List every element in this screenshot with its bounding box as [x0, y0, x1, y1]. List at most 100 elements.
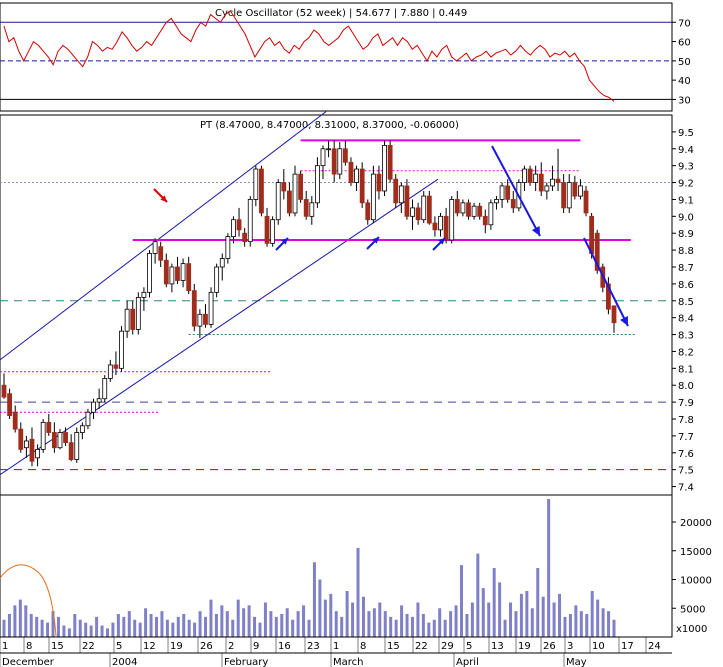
volume-bar [421, 614, 425, 637]
price-candle [303, 191, 309, 220]
price-candle [410, 199, 415, 230]
x-day-label: 15 [51, 641, 64, 652]
x-axis: 1 8 15 22 5 12 19 26 2 9 16 23 1 8 15 22 29 5 13 19 26 3 10 17 2… [0, 636, 672, 667]
price-tick-label: 9.0 [678, 212, 694, 223]
volume-bars [2, 499, 616, 637]
x-day-label: 1 [2, 641, 8, 652]
price-candle [538, 162, 544, 197]
price-tick-label: 7.6 [678, 449, 694, 460]
volume-tick-label: 15000 [680, 547, 712, 558]
volume-bar [182, 614, 186, 637]
volume-bar [253, 616, 257, 637]
candle-body [242, 232, 248, 243]
candle-body [163, 259, 169, 285]
price-candle [561, 174, 567, 213]
price-candle [331, 140, 337, 183]
candle-body [382, 144, 387, 192]
candle-body [410, 207, 415, 217]
price-tick-label: 8.0 [678, 381, 694, 392]
candle-body [320, 148, 326, 167]
candle-body [533, 173, 539, 183]
candle-body [63, 432, 68, 444]
volume-bar [590, 591, 594, 637]
volume-bar [193, 622, 197, 637]
oscillator-series [3, 9, 615, 102]
volume-bar [291, 619, 295, 637]
candle-body [561, 182, 567, 209]
price-annotations [0, 111, 637, 476]
price-candle [281, 169, 287, 200]
volume-bar [509, 602, 513, 637]
candle-body [326, 148, 331, 151]
candle-body [555, 178, 561, 183]
volume-bar [612, 619, 616, 637]
volume-bar [443, 619, 447, 637]
price-candle [415, 202, 421, 225]
red-arrow-icon [153, 188, 168, 203]
candle-body [130, 308, 136, 330]
price-candle [180, 258, 186, 288]
candle-body [23, 440, 29, 449]
candle-body [141, 291, 147, 298]
volume-bar [351, 602, 355, 637]
candle-body [259, 168, 264, 214]
x-day-label: 10 [592, 641, 605, 652]
price-arrows [153, 145, 629, 327]
price-candle [57, 429, 63, 450]
volume-bar [220, 605, 224, 637]
price-tick-label: 8.8 [678, 246, 694, 257]
volume-bar [296, 611, 300, 637]
x-month-label: March [333, 657, 363, 667]
price-candle [443, 207, 449, 244]
price-candle [79, 422, 85, 440]
candle-body [510, 199, 516, 209]
volume-bar [89, 625, 93, 637]
candle-body [119, 330, 124, 369]
price-candle [606, 277, 611, 315]
candle-body [471, 205, 477, 217]
candle-body [96, 398, 102, 403]
price-tick-label: 7.5 [678, 466, 694, 477]
candle-body [387, 144, 393, 180]
volume-bar [307, 619, 311, 637]
x-day-label: 5 [116, 641, 122, 652]
price-tick-label: 9.4 [678, 145, 694, 156]
volume-bar [525, 591, 529, 637]
volume-bar [138, 622, 142, 637]
volume-bar [492, 568, 496, 637]
price-candle [342, 140, 348, 166]
x-day-label: 8 [360, 641, 366, 652]
price-candle [466, 199, 471, 220]
candle-body [270, 219, 276, 244]
candle-body [426, 195, 432, 224]
price-candle [309, 196, 315, 225]
price-candle [471, 202, 477, 220]
volume-bar [383, 611, 387, 637]
volume-bar [56, 616, 60, 637]
x-day-label: 9 [253, 641, 259, 652]
volume-bar [503, 619, 507, 637]
price-candle [348, 157, 354, 186]
price-candles [1, 140, 617, 467]
candle-body [404, 185, 410, 217]
price-candle [578, 179, 583, 200]
x-day-label: 22 [82, 641, 95, 652]
volume-bar [552, 602, 556, 637]
volume-bar [285, 608, 289, 637]
price-candle [63, 427, 68, 447]
candle-body [113, 364, 119, 369]
x-day-label: 3 [567, 641, 573, 652]
candle-body [354, 168, 359, 183]
candle-body [544, 185, 550, 192]
blue-arrow-icon-head [438, 238, 445, 245]
candle-body [438, 215, 443, 231]
price-candle [510, 191, 516, 213]
volume-bar [601, 608, 605, 637]
candle-body [18, 428, 24, 450]
down-arrow-icon-shaft [583, 237, 629, 327]
oscillator-y-axis: 70 60 50 40 30 [672, 18, 691, 106]
candle-body [264, 215, 270, 244]
volume-bar [13, 605, 17, 637]
candle-body [309, 202, 315, 217]
